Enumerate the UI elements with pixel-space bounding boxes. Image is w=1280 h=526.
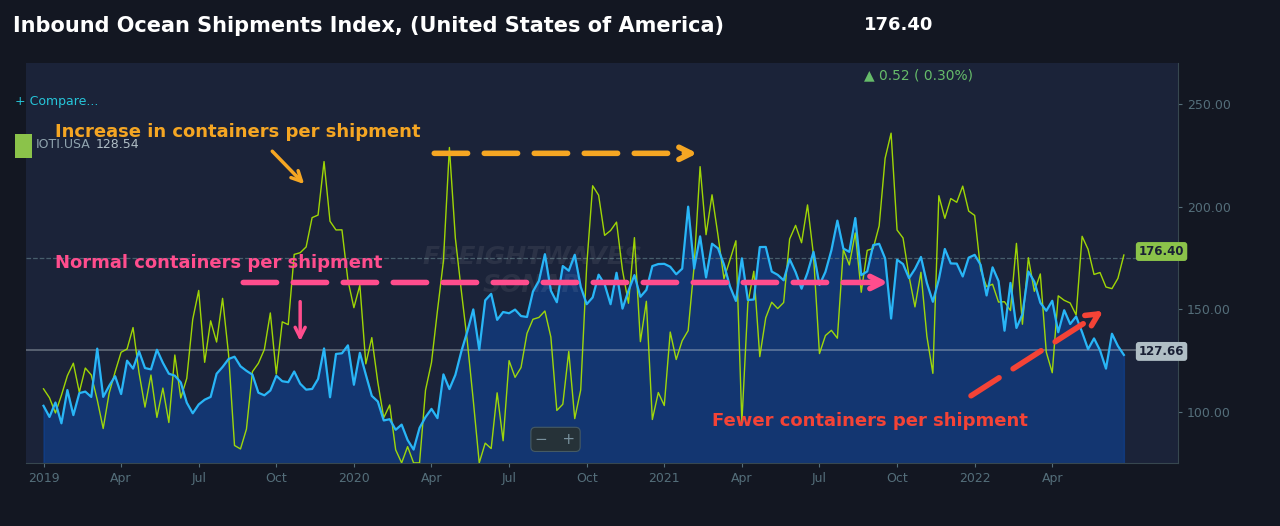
Text: ▲ 0.52 ( 0.30%): ▲ 0.52 ( 0.30%) — [864, 68, 973, 83]
Text: IOTI.USA: IOTI.USA — [36, 138, 91, 151]
Text: 128.54: 128.54 — [96, 138, 140, 151]
Text: 127.66: 127.66 — [1139, 345, 1184, 358]
Text: 176.40: 176.40 — [1139, 245, 1184, 258]
Text: Inbound Ocean Shipments Index, (United States of America): Inbound Ocean Shipments Index, (United S… — [13, 16, 723, 36]
Text: Normal containers per shipment: Normal containers per shipment — [55, 254, 383, 272]
Text: Fewer containers per shipment: Fewer containers per shipment — [712, 412, 1028, 430]
Text: + Compare...: + Compare... — [15, 95, 99, 108]
Text: FREIGHTWAVES
SONAR: FREIGHTWAVES SONAR — [422, 245, 643, 297]
Text: Increase in containers per shipment: Increase in containers per shipment — [55, 123, 421, 141]
Text: 176.40: 176.40 — [864, 16, 933, 34]
Text: −   +: − + — [535, 432, 576, 447]
